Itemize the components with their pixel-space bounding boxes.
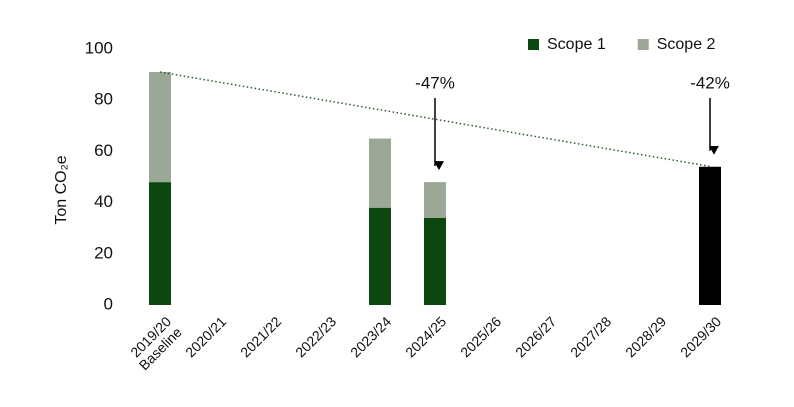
legend-label: Scope 1 xyxy=(547,36,606,53)
y-tick-label: 80 xyxy=(94,90,113,109)
bar-segment xyxy=(149,72,171,183)
y-tick-label: 100 xyxy=(85,38,113,57)
bar-segment xyxy=(369,138,391,208)
y-tick-label: 0 xyxy=(104,294,113,313)
legend-label: Scope 2 xyxy=(657,36,716,53)
y-tick-label: 40 xyxy=(94,192,113,211)
legend-swatch xyxy=(637,39,649,50)
bar-segment xyxy=(369,207,391,305)
bar-segment xyxy=(149,182,171,305)
y-axis-label: Ton CO₂e xyxy=(53,155,70,224)
target-bar xyxy=(699,166,721,305)
legend-swatch xyxy=(528,39,539,50)
annotation: -42% xyxy=(690,73,730,92)
annotation: -47% xyxy=(415,73,455,92)
y-tick-label: 20 xyxy=(94,243,113,262)
bar-segment xyxy=(424,217,446,305)
trend-line xyxy=(159,71,713,168)
bar-segment xyxy=(424,182,446,218)
y-tick-label: 60 xyxy=(94,141,113,160)
